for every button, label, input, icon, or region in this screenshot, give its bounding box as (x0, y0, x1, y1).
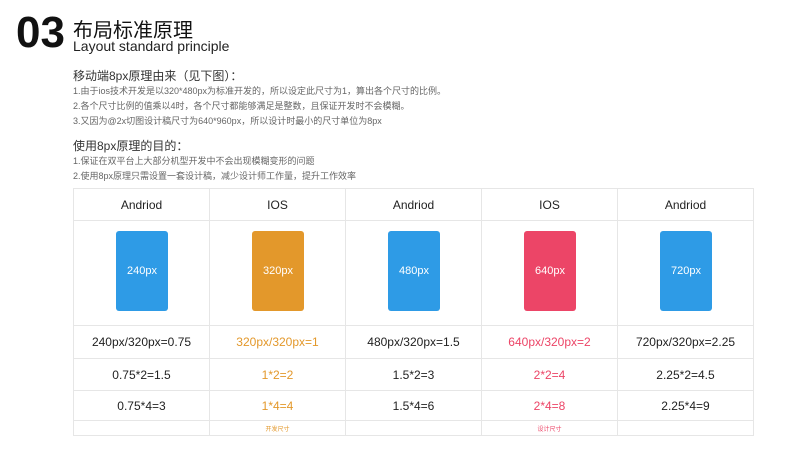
platform-header: Andriod (346, 189, 482, 221)
phone-icon: 640px (524, 231, 576, 311)
times-four: 0.75*4=3 (74, 391, 210, 421)
phone-cell: 320px (210, 221, 346, 326)
note (618, 421, 754, 436)
section-heading: 使用8px原理的目的： (73, 139, 189, 153)
phone-icon: 720px (660, 231, 712, 311)
ratio: 320px/320px=1 (210, 326, 346, 359)
subtitle: Layout standard principle (73, 38, 230, 54)
note: 开发尺寸 (210, 421, 346, 436)
times-four: 2.25*4=9 (618, 391, 754, 421)
section-line: 1.由于ios技术开发是以320*480px为标准开发的，所以设定此尺寸为1，算… (73, 86, 447, 96)
ratio: 720px/320px=2.25 (618, 326, 754, 359)
phone-icon: 240px (116, 231, 168, 311)
times-two: 1.5*2=3 (346, 359, 482, 391)
note (346, 421, 482, 436)
phone-cell: 640px (482, 221, 618, 326)
ratio: 640px/320px=2 (482, 326, 618, 359)
phone-cell: 480px (346, 221, 482, 326)
platform-header: Andriod (618, 189, 754, 221)
section-heading: 移动端8px原理由来（见下图）： (73, 69, 243, 83)
phone-icon: 480px (388, 231, 440, 311)
section-line: 2.使用8px原理只需设置一套设计稿，减少设计师工作量，提升工作效率 (73, 171, 357, 181)
section-line: 3.又因为@2x切图设计稿尺寸为640*960px，所以设计时最小的尺寸单位为8… (73, 116, 382, 126)
note: 设计尺寸 (482, 421, 618, 436)
times-two: 2*2=4 (482, 359, 618, 391)
phone-cell: 240px (74, 221, 210, 326)
note (74, 421, 210, 436)
section-line: 2.各个尺寸比例的值乘以4时，各个尺寸都能够满足是整数，且保证开发时不会模糊。 (73, 101, 410, 111)
table: Andriod 240px 240px/320px=0.75 0.75*2=1.5 0.… (73, 188, 754, 436)
times-two: 2.25*2=4.5 (618, 359, 754, 391)
times-four: 1.5*4=6 (346, 391, 482, 421)
platform-header: IOS (482, 189, 618, 221)
section-number: 03 (16, 8, 65, 57)
platform-header: Andriod (74, 189, 210, 221)
section-line: 1.保证在双平台上大部分机型开发中不会出现模糊变形的问题 (73, 156, 315, 166)
title: 布局标准原理 (73, 20, 193, 42)
times-two: 1*2=2 (210, 359, 346, 391)
platform-header: IOS (210, 189, 346, 221)
ratio: 480px/320px=1.5 (346, 326, 482, 359)
phone-cell: 720px (618, 221, 754, 326)
times-four: 2*4=8 (482, 391, 618, 421)
phone-icon: 320px (252, 231, 304, 311)
times-four: 1*4=4 (210, 391, 346, 421)
times-two: 0.75*2=1.5 (74, 359, 210, 391)
ratio: 240px/320px=0.75 (74, 326, 210, 359)
